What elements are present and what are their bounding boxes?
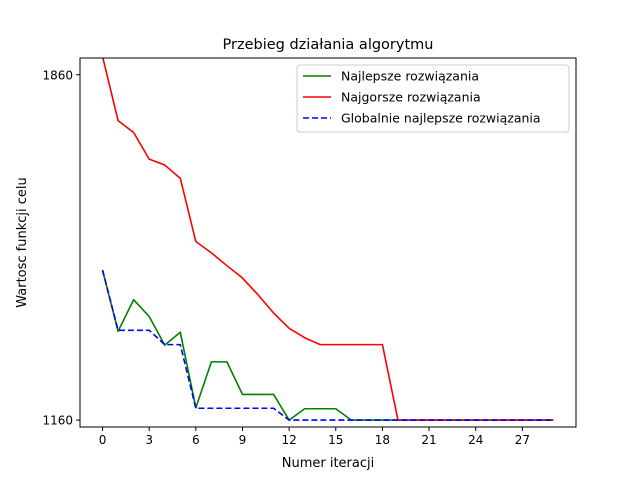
x-tick-label: 15 [328, 433, 343, 447]
x-tick-label: 12 [281, 433, 296, 447]
series-lines [101, 58, 554, 421]
legend-label: Najgorsze rozwiązania [341, 90, 481, 105]
x-tick-label: 21 [421, 433, 436, 447]
chart-title: Przebieg działania algorytmu [223, 37, 434, 53]
x-tick-label: 18 [375, 433, 390, 447]
legend-box [296, 64, 570, 133]
y-tick-label: 1160 [42, 414, 73, 428]
x-tick-label: 6 [192, 433, 200, 447]
x-tick-label: 27 [515, 433, 530, 447]
y-axis-label: Wartosc funkcji celu [15, 177, 30, 308]
series-line-2 [101, 269, 554, 421]
y-tick-label: 1860 [42, 68, 73, 82]
y-axis-ticks: 1160 1860 [42, 68, 80, 428]
legend-label: Najlepsze rozwiązania [341, 69, 479, 84]
x-axis-ticks: 0 3 6 9 12 15 18 21 24 27 [99, 427, 530, 447]
legend: Najlepsze rozwiązania Najgorsze rozwiązan… [296, 64, 570, 133]
x-axis-label: Numer iteracji [282, 456, 375, 471]
x-tick-label: 9 [239, 433, 247, 447]
plot-area-frame [79, 57, 577, 428]
x-tick-label: 0 [99, 433, 107, 447]
legend-label: Globalnie najlepsze rozwiązania [341, 111, 541, 126]
x-tick-label: 24 [468, 433, 483, 447]
x-tick-label: 3 [145, 433, 153, 447]
